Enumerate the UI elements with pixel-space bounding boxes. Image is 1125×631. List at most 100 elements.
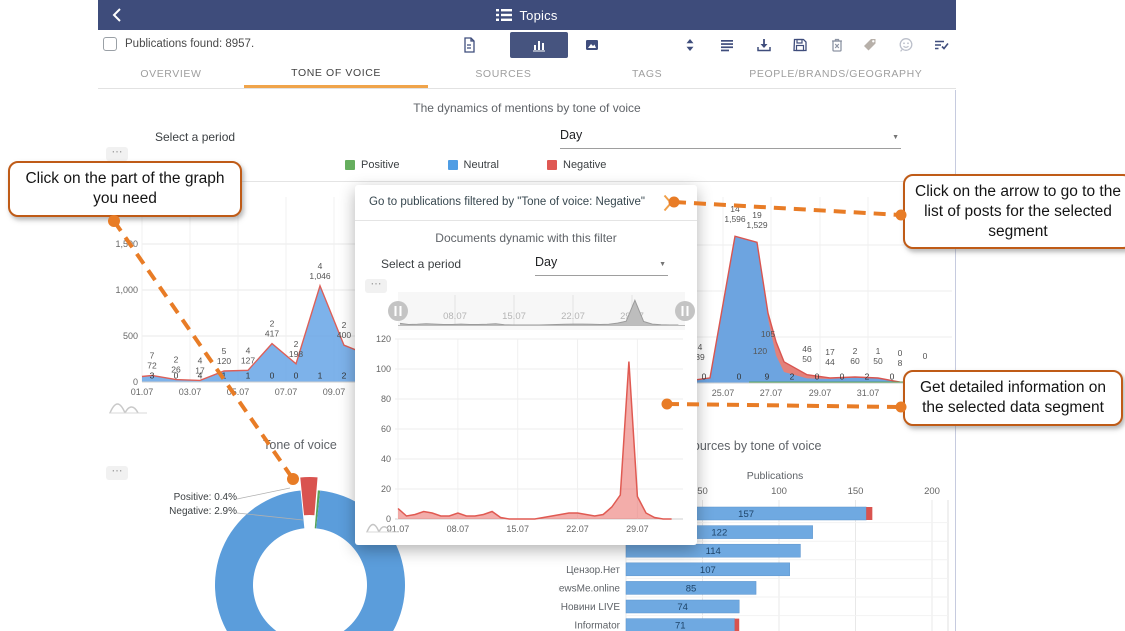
- sort-button[interactable]: [678, 33, 702, 57]
- svg-text:Цензор.Нет: Цензор.Нет: [566, 565, 620, 576]
- period-label: Select a period: [155, 130, 236, 144]
- tab-tags[interactable]: TAGS: [578, 60, 715, 88]
- svg-text:0: 0: [923, 351, 928, 361]
- svg-text:0: 0: [890, 372, 895, 382]
- modal-header-text: Go to publications filtered by "Tone of …: [369, 196, 646, 208]
- svg-text:0: 0: [702, 372, 707, 382]
- legend-item-neutral[interactable]: Neutral: [447, 159, 499, 171]
- svg-text:60: 60: [381, 424, 391, 434]
- modal-period-select[interactable]: Day ▼: [535, 255, 668, 276]
- svg-text:0: 0: [174, 371, 179, 381]
- document-view-button[interactable]: [457, 33, 481, 57]
- tab-sources[interactable]: SOURCES: [428, 60, 578, 88]
- svg-text:09.07: 09.07: [323, 387, 346, 397]
- tag-icon: [864, 39, 876, 51]
- svg-text:31.07: 31.07: [857, 388, 880, 398]
- modal-header[interactable]: Go to publications filtered by "Tone of …: [355, 185, 697, 221]
- svg-text:0: 0: [386, 514, 391, 524]
- svg-text:60: 60: [850, 356, 860, 366]
- tab-people-brands-geography[interactable]: PEOPLE/BRANDS/GEOGRAPHY: [716, 60, 956, 88]
- chart-view-button[interactable]: [510, 32, 568, 58]
- svg-text:01.07: 01.07: [387, 524, 410, 534]
- svg-text:4: 4: [246, 345, 251, 355]
- svg-text:200: 200: [924, 486, 940, 497]
- svg-text:74: 74: [677, 602, 688, 613]
- save-button[interactable]: [788, 33, 812, 57]
- filter-modal: Go to publications filtered by "Tone of …: [355, 185, 697, 545]
- svg-text:29.07: 29.07: [626, 524, 649, 534]
- select-all-checkbox[interactable]: [103, 37, 117, 51]
- svg-text:80: 80: [381, 394, 391, 404]
- chart-type-wave-icon[interactable]: [108, 398, 148, 416]
- mood-button[interactable]: [894, 33, 918, 57]
- tone-legend: Positive Neutral Negative: [345, 159, 606, 171]
- neutral-swatch-icon: [447, 160, 458, 170]
- callout-detailed-info: Get detailed information on the selected…: [903, 370, 1123, 426]
- svg-text:15.07: 15.07: [506, 524, 529, 534]
- svg-text:46: 46: [802, 344, 812, 354]
- svg-text:1: 1: [318, 371, 323, 381]
- positive-swatch-icon: [345, 160, 355, 170]
- svg-text:1: 1: [246, 371, 251, 381]
- donut-labels: Positive: 0.4% Negative: 2.9%: [140, 491, 237, 519]
- trash-icon: [832, 38, 842, 52]
- media-view-button[interactable]: [580, 33, 604, 57]
- period-select[interactable]: Day ▼: [560, 128, 901, 149]
- download-icon: [757, 39, 771, 52]
- donut-positive-label: Positive: 0.4%: [173, 492, 237, 503]
- sources-bar-chart[interactable]: 50 100 150 200 157 122 114 107 Цензор.Нет 85 NewsM…: [558, 484, 956, 631]
- svg-text:15.07: 15.07: [502, 311, 526, 322]
- legend-item-positive[interactable]: Positive: [345, 159, 400, 171]
- legend-label: Negative: [563, 159, 607, 171]
- svg-text:120: 120: [217, 356, 231, 366]
- svg-text:50: 50: [697, 486, 708, 497]
- delete-button[interactable]: [825, 33, 849, 57]
- svg-text:2: 2: [865, 372, 870, 382]
- svg-text:500: 500: [123, 331, 138, 341]
- modal-chart-menu-button[interactable]: ⋯: [365, 279, 387, 293]
- tabs-bar: OVERVIEW TONE OF VOICE SOURCES TAGS PEOPLE/B…: [98, 60, 956, 89]
- tab-label: SOURCES: [475, 68, 532, 80]
- negative-dynamics-chart[interactable]: 120 100 80 60 40 20 001.07 08.07 15.07 22.07 29.07: [365, 331, 687, 537]
- svg-text:5: 5: [222, 346, 227, 356]
- download-button[interactable]: [752, 33, 776, 57]
- svg-text:40: 40: [381, 454, 391, 464]
- smiley-icon: [899, 38, 913, 52]
- go-to-publications-arrow-icon[interactable]: [663, 194, 673, 212]
- svg-text:2: 2: [790, 372, 795, 382]
- svg-text:0: 0: [270, 371, 275, 381]
- svg-text:1,596: 1,596: [724, 214, 746, 224]
- save-icon: [793, 38, 807, 52]
- image-icon: [586, 40, 598, 50]
- filter-button[interactable]: [929, 33, 953, 57]
- dynamics-chart-menu-button[interactable]: ⋯: [106, 147, 128, 161]
- callout-arrow-posts: Click on the arrow to go to the list of …: [903, 174, 1125, 250]
- toolbar: Publications found: 8957.: [98, 30, 956, 60]
- tab-tone-of-voice[interactable]: TONE OF VOICE: [243, 60, 429, 88]
- svg-text:8: 8: [898, 358, 903, 368]
- tag-button[interactable]: [858, 33, 882, 57]
- svg-text:2: 2: [853, 346, 858, 356]
- svg-text:417: 417: [265, 329, 279, 339]
- panel-divider: [108, 181, 948, 182]
- svg-text:1: 1: [876, 346, 881, 356]
- sources-axis-title: Publications: [746, 470, 804, 482]
- donut-menu-button[interactable]: ⋯: [106, 466, 128, 480]
- chart-type-wave-icon[interactable]: [365, 519, 401, 535]
- align-list-button[interactable]: [715, 33, 739, 57]
- callout-click-graph: Click on the part of the graph you need: [8, 161, 242, 217]
- tab-overview[interactable]: OVERVIEW: [98, 60, 244, 88]
- legend-item-negative[interactable]: Negative: [547, 159, 606, 171]
- svg-text:03.07: 03.07: [179, 387, 202, 397]
- chevron-down-icon: ▼: [659, 261, 666, 268]
- svg-text:39: 39: [695, 352, 705, 362]
- svg-text:50: 50: [873, 356, 883, 366]
- svg-text:50: 50: [802, 354, 812, 364]
- svg-text:NewsMe.online: NewsMe.online: [558, 583, 620, 594]
- svg-text:01.07: 01.07: [131, 387, 154, 397]
- svg-text:05.07: 05.07: [227, 387, 250, 397]
- back-button[interactable]: [108, 5, 128, 25]
